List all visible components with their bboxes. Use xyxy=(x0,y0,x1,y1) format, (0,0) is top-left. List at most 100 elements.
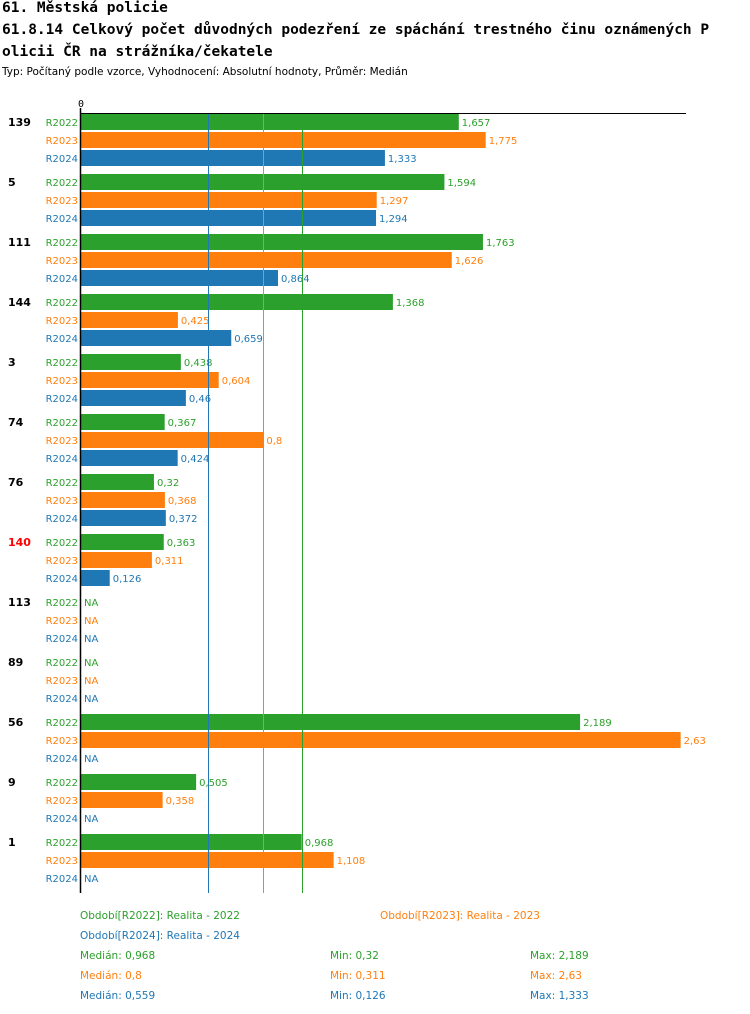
stat-min-r2024: Min: 0,126 xyxy=(330,990,386,1002)
bar xyxy=(81,174,445,190)
data-label: 0,505 xyxy=(199,778,228,789)
data-label: 0,438 xyxy=(184,358,213,369)
data-label: 0,659 xyxy=(234,334,263,345)
series-label: R2024 xyxy=(46,394,78,405)
series-label: R2023 xyxy=(46,676,78,687)
series-label: R2024 xyxy=(46,274,78,285)
series-label: R2023 xyxy=(46,856,78,867)
na-label: NA xyxy=(84,616,98,627)
bar xyxy=(81,534,164,550)
data-label: 0,604 xyxy=(222,376,251,387)
series-label: R2022 xyxy=(46,598,78,609)
series-label: R2024 xyxy=(46,334,78,345)
bar xyxy=(81,192,377,208)
series-label: R2022 xyxy=(46,778,78,789)
category-label: 111 xyxy=(8,236,31,249)
bar xyxy=(81,792,163,808)
legend-r2022: Období[R2022]: Realita - 2022 xyxy=(80,910,240,922)
series-label: R2022 xyxy=(46,178,78,189)
category-label: 74 xyxy=(8,416,24,429)
bar xyxy=(81,114,459,130)
series-label: R2023 xyxy=(46,376,78,387)
data-label: 1,294 xyxy=(379,214,408,225)
legend-r2024: Období[R2024]: Realita - 2024 xyxy=(80,930,240,942)
bar xyxy=(81,552,152,568)
series-label: R2022 xyxy=(46,658,78,669)
series-label: R2024 xyxy=(46,514,78,525)
stat-max-r2024: Max: 1,333 xyxy=(530,990,589,1002)
data-label: 0,424 xyxy=(181,454,210,465)
bar xyxy=(81,732,681,748)
category-label: 56 xyxy=(8,716,24,729)
series-label: R2022 xyxy=(46,838,78,849)
bar xyxy=(81,312,178,328)
series-label: R2024 xyxy=(46,454,78,465)
data-label: 0,372 xyxy=(169,514,198,525)
category-label: 5 xyxy=(8,176,16,189)
data-label: 1,775 xyxy=(489,136,518,147)
series-label: R2023 xyxy=(46,796,78,807)
data-label: 0,311 xyxy=(155,556,184,567)
data-label: 0,363 xyxy=(167,538,196,549)
series-label: R2023 xyxy=(46,196,78,207)
series-label: R2023 xyxy=(46,256,78,267)
data-label: 1,626 xyxy=(455,256,484,267)
na-label: NA xyxy=(84,658,98,669)
bar xyxy=(81,432,264,448)
series-label: R2022 xyxy=(46,358,78,369)
x-axis-zero-label: 0 xyxy=(78,99,84,110)
bar xyxy=(81,294,393,310)
data-label: 0,425 xyxy=(181,316,210,327)
bar xyxy=(81,474,154,490)
bar xyxy=(81,150,385,166)
category-label: 9 xyxy=(8,776,16,789)
bar xyxy=(81,210,377,226)
series-label: R2023 xyxy=(46,736,78,747)
category-label: 1 xyxy=(8,836,16,849)
na-label: NA xyxy=(84,754,98,765)
series-label: R2023 xyxy=(46,436,78,447)
bar xyxy=(81,834,302,850)
series-label: R2022 xyxy=(46,238,78,249)
chart-title-line-2: olicii ČR na strážníka/čekatele xyxy=(2,44,273,60)
series-label: R2024 xyxy=(46,574,78,585)
bar xyxy=(81,774,197,790)
category-label: 144 xyxy=(8,296,31,309)
data-label: 0,864 xyxy=(281,274,310,285)
data-label: 0,8 xyxy=(266,436,282,447)
legend-r2023: Období[R2023]: Realita - 2023 xyxy=(380,910,540,922)
series-label: R2023 xyxy=(46,136,78,147)
stat-min-r2023: Min: 0,311 xyxy=(330,970,386,982)
bar xyxy=(81,852,334,868)
series-label: R2023 xyxy=(46,556,78,567)
bar xyxy=(81,330,232,346)
na-label: NA xyxy=(84,874,98,885)
bar xyxy=(81,372,219,388)
series-label: R2024 xyxy=(46,634,78,645)
series-label: R2023 xyxy=(46,496,78,507)
na-label: NA xyxy=(84,598,98,609)
data-label: 1,297 xyxy=(380,196,409,207)
stat-median-r2022: Medián: 0,968 xyxy=(80,950,156,962)
data-label: 1,594 xyxy=(447,178,476,189)
category-label: 76 xyxy=(8,476,24,489)
series-label: R2022 xyxy=(46,418,78,429)
category-label: 113 xyxy=(8,596,31,609)
category-label-highlighted: 140 xyxy=(8,536,31,549)
bar xyxy=(81,414,165,430)
category-label: 3 xyxy=(8,356,16,369)
na-label: NA xyxy=(84,814,98,825)
bar xyxy=(81,510,166,526)
data-label: 1,333 xyxy=(388,154,417,165)
series-label: R2022 xyxy=(46,718,78,729)
data-label: 0,46 xyxy=(189,394,211,405)
page-title: 61. Městská policie xyxy=(2,0,168,16)
series-label: R2022 xyxy=(46,118,78,129)
bar xyxy=(81,570,110,586)
data-label: 0,32 xyxy=(157,478,179,489)
na-label: NA xyxy=(84,634,98,645)
bar xyxy=(81,714,581,730)
chart-subtitle: Typ: Počítaný podle vzorce, Vyhodnocení:… xyxy=(2,66,408,78)
series-label: R2024 xyxy=(46,814,78,825)
series-label: R2023 xyxy=(46,316,78,327)
